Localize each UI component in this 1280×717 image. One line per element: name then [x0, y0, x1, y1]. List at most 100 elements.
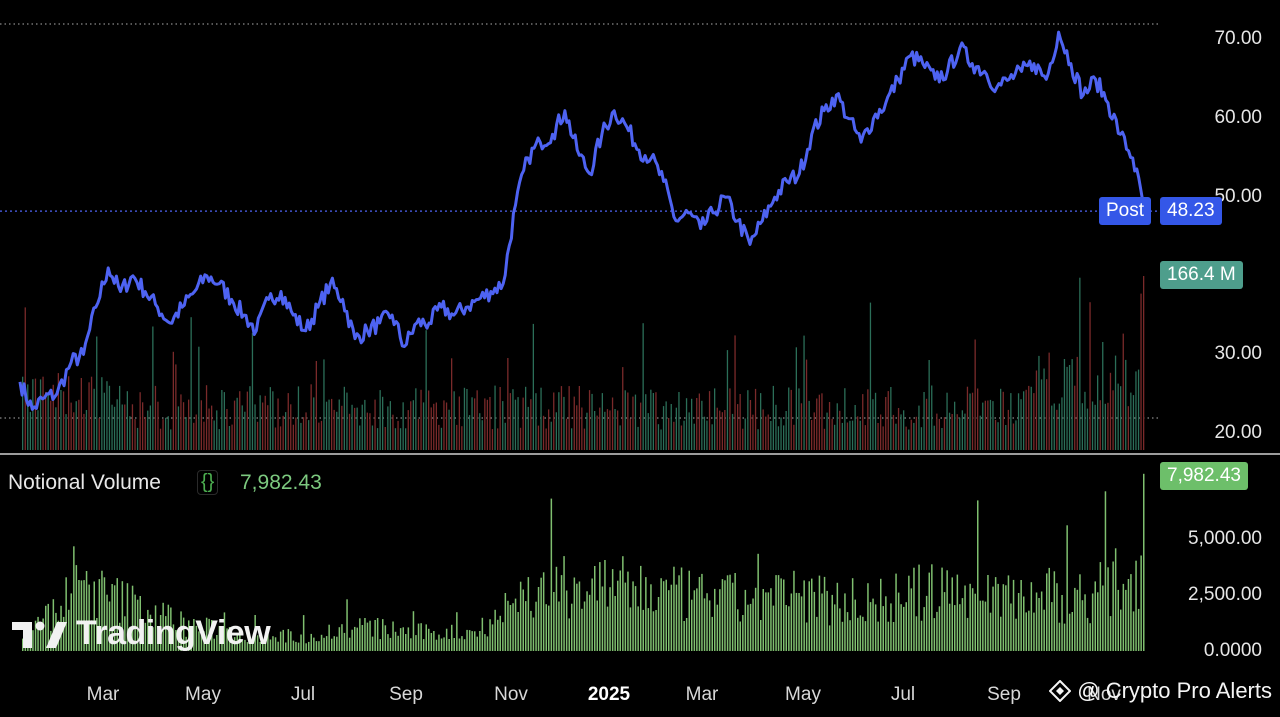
volume-bar — [417, 419, 420, 450]
notional-bar — [1143, 473, 1145, 651]
notional-bar — [1007, 575, 1010, 651]
notional-bar — [800, 596, 803, 651]
volume-bar — [1017, 393, 1020, 450]
volume-bar — [34, 378, 37, 450]
notional-bar — [665, 579, 667, 651]
volume-bar — [292, 424, 294, 450]
volume-bar — [29, 411, 31, 450]
notional-bar — [486, 636, 489, 651]
volume-bar — [471, 397, 473, 450]
volume-bar — [119, 385, 121, 450]
notional-bar — [604, 560, 606, 651]
notional-bar — [233, 637, 236, 651]
notional-bar — [167, 604, 170, 651]
notional-bar — [1122, 583, 1125, 651]
notional-bar — [836, 582, 839, 651]
volume-bar — [918, 405, 920, 450]
notional-bar — [93, 581, 95, 651]
volume-bar — [563, 396, 565, 450]
volume-bar — [581, 407, 583, 450]
volume-bar — [1043, 368, 1045, 450]
notional-bar — [1040, 591, 1043, 651]
volume-bar — [509, 393, 511, 450]
volume-bar — [433, 403, 435, 450]
notional-bar — [859, 615, 862, 651]
notional-bar — [933, 618, 936, 651]
volume-bar — [846, 422, 849, 450]
volume-bar — [180, 394, 182, 450]
notional-bar — [318, 641, 320, 651]
volume-bar — [1035, 370, 1038, 450]
volume-bar — [1079, 277, 1081, 450]
indicator-settings-icon[interactable]: {} — [197, 470, 219, 495]
notional-bar — [256, 635, 259, 651]
notional-bar — [670, 584, 673, 651]
notional-bar — [617, 580, 619, 651]
volume-bar — [430, 407, 432, 450]
notional-bar — [387, 634, 389, 651]
notional-bar — [254, 615, 256, 651]
volume-bar — [971, 392, 974, 450]
volume-bar — [887, 391, 889, 450]
notional-bar — [264, 640, 267, 651]
volume-bar — [744, 418, 746, 450]
notional-bar — [88, 584, 90, 651]
notional-bar — [152, 627, 154, 651]
volume-bar — [867, 389, 869, 450]
notional-bar — [581, 608, 583, 651]
notional-bar — [315, 641, 318, 651]
volume-bar — [50, 400, 52, 450]
notional-bar — [22, 638, 24, 651]
volume-bar — [693, 423, 695, 450]
notional-bar — [553, 592, 555, 651]
notional-bar — [226, 628, 228, 651]
volume-bar — [147, 410, 149, 450]
x-tick-2025: 2025 — [587, 684, 631, 705]
volume-bar — [300, 422, 302, 450]
notional-bar — [295, 641, 297, 651]
notional-tick-0: 0.0000 — [1203, 640, 1262, 661]
volume-bar — [525, 386, 527, 450]
volume-bar — [798, 388, 800, 450]
volume-bar — [458, 396, 460, 450]
volume-bar — [1122, 333, 1124, 450]
watermark: @ Crypto Pro Alerts — [1049, 678, 1272, 704]
notional-bar — [729, 574, 731, 651]
notional-bar — [458, 638, 461, 651]
notional-bar — [236, 634, 238, 651]
notional-bar — [157, 626, 159, 651]
tradingview-logo-icon — [12, 621, 67, 648]
y-tick-70: 70.00 — [1214, 28, 1262, 49]
notional-bar — [994, 577, 997, 651]
notional-bar — [1120, 609, 1122, 651]
notional-bar — [821, 593, 823, 651]
volume-bar — [73, 412, 75, 450]
volume-bar — [1117, 383, 1119, 450]
volume-bar — [70, 402, 72, 450]
notional-bar — [979, 600, 982, 651]
notional-bar — [1130, 574, 1132, 651]
notional-bar — [550, 498, 553, 651]
notional-bar — [1043, 609, 1045, 651]
volume-bar — [188, 399, 190, 450]
volume-bar — [752, 414, 754, 450]
notional-bar — [803, 580, 805, 651]
notional-bar — [484, 634, 486, 651]
notional-bar — [364, 618, 366, 651]
notional-bar — [200, 632, 203, 651]
volume-bar — [880, 414, 882, 450]
notional-bar — [772, 605, 775, 651]
indicator-name[interactable]: Notional Volume — [8, 471, 161, 494]
notional-bar — [711, 616, 713, 651]
notional-bar — [683, 621, 685, 651]
volume-bar — [468, 415, 471, 450]
notional-bar — [474, 631, 476, 651]
volume-bar — [576, 405, 578, 450]
volume-bar — [1081, 403, 1083, 450]
notional-bar — [629, 607, 632, 651]
notional-bar — [757, 553, 759, 651]
volume-bar — [599, 407, 601, 450]
notional-bar — [808, 581, 810, 651]
volume-bar — [369, 413, 371, 450]
notional-bar — [660, 578, 662, 651]
